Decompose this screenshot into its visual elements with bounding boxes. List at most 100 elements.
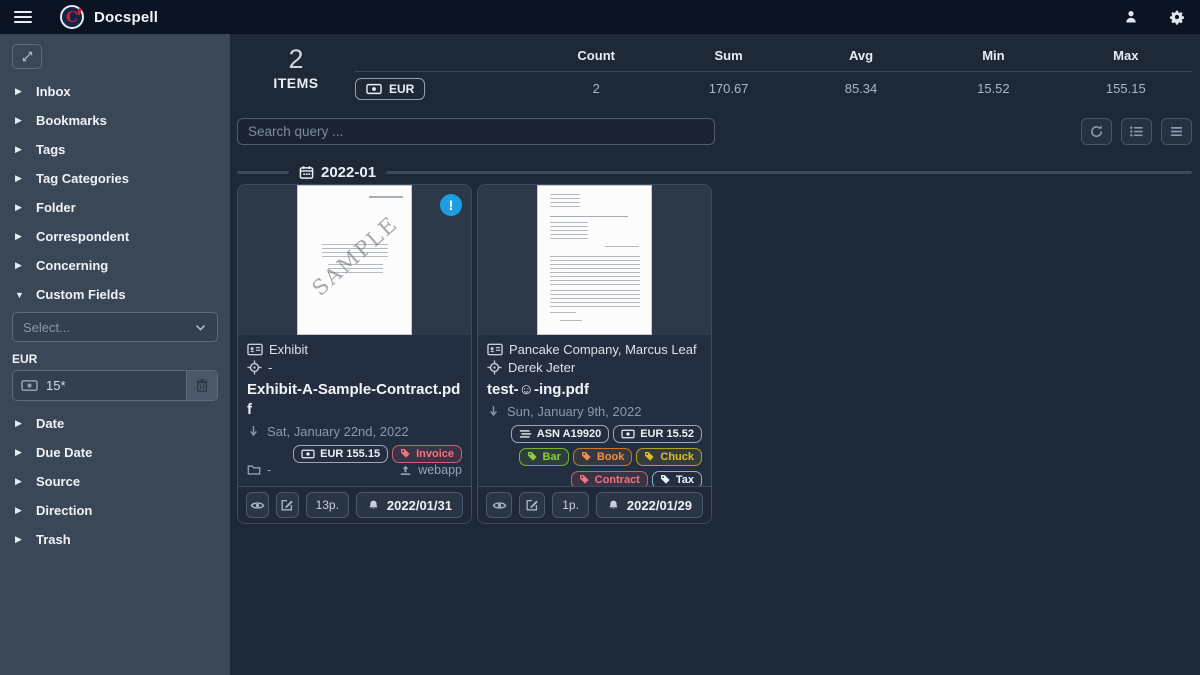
sidebar-item-inbox[interactable]: ▶ Inbox <box>15 84 71 99</box>
month-label: 2022-01 <box>321 163 377 181</box>
sidebar-item-tags[interactable]: ▶ Tags <box>15 142 66 157</box>
tag-icon <box>644 451 655 462</box>
item-count-label: ITEMS <box>273 75 319 92</box>
main-content: 2 ITEMS Count Sum Avg Min Max EUR 2 170.… <box>230 34 1200 675</box>
card-footer: 1p. 2022/01/29 <box>478 486 711 523</box>
asn-badge[interactable]: ASN A19920 <box>510 424 610 443</box>
trash-icon[interactable] <box>186 371 217 400</box>
custom-field-select[interactable]: Select... <box>12 312 218 342</box>
sidebar-item-correspondent[interactable]: ▶ Correspondent <box>15 229 130 244</box>
hamburger-menu-icon[interactable] <box>14 11 32 23</box>
document-thumbnail[interactable]: SAMPLE <box>238 185 471 335</box>
user-icon[interactable] <box>1123 9 1139 25</box>
asn-bars-icon <box>519 428 532 440</box>
sidebar-item-source[interactable]: ▶ Source <box>15 474 81 489</box>
stats-header-min: Min <box>927 42 1060 72</box>
stats-header-count: Count <box>530 42 663 72</box>
stats-table: Count Sum Avg Min Max EUR 2 170.67 85.34… <box>355 42 1192 100</box>
top-navbar: C Docspell <box>0 0 1200 34</box>
caret-right-icon: ▶ <box>15 260 22 270</box>
stats-value-min: 15.52 <box>977 81 1010 96</box>
currency-badge[interactable]: EUR 15.52 <box>613 424 702 443</box>
expand-icon[interactable] <box>12 44 42 69</box>
tag-badge-invoice[interactable]: Invoice <box>392 444 462 463</box>
correspondent-row[interactable]: Exhibit <box>247 342 462 357</box>
list-view-icon[interactable] <box>1121 118 1152 145</box>
tag-icon <box>660 474 671 485</box>
currency-chip[interactable]: EUR <box>355 78 426 100</box>
crosshair-icon <box>487 360 502 375</box>
caret-right-icon: ▶ <box>15 447 22 457</box>
due-date-badge[interactable]: 2022/01/31 <box>355 492 463 518</box>
month-divider: 2022-01 <box>237 162 1192 182</box>
sidebar-item-trash[interactable]: ▶ Trash <box>15 532 71 547</box>
tag-badge-chuck[interactable]: Chuck <box>636 447 702 466</box>
address-card-icon <box>487 342 503 357</box>
settings-gears-icon[interactable] <box>1169 9 1186 26</box>
folder-icon <box>247 463 261 477</box>
money-bill-icon <box>301 448 315 460</box>
concerning-row[interactable]: Derek Jeter <box>487 360 702 375</box>
stats-value-sum: 170.67 <box>708 81 749 96</box>
sidebar-item-direction[interactable]: ▶ Direction <box>15 503 93 518</box>
sidebar-item-concerning[interactable]: ▶ Concerning <box>15 258 109 273</box>
caret-down-icon: ▼ <box>15 289 24 300</box>
edit-icon[interactable] <box>519 492 546 518</box>
crosshair-icon <box>247 360 262 375</box>
tag-badge-book[interactable]: Book <box>572 447 633 466</box>
app-logo[interactable]: C <box>60 5 84 29</box>
item-date-row: Sat, January 22nd, 2022 <box>247 424 462 439</box>
tag-icon <box>581 451 592 462</box>
search-input[interactable] <box>237 118 715 145</box>
sample-watermark: SAMPLE <box>307 211 403 301</box>
item-title[interactable]: test-☺-ing.pdf <box>487 381 589 398</box>
stats-value-avg: 85.34 <box>844 81 878 96</box>
currency-badge[interactable]: EUR 155.15 <box>293 444 389 463</box>
item-date-row: Sun, January 9th, 2022 <box>487 404 702 419</box>
caret-right-icon: ▶ <box>15 173 22 183</box>
caret-right-icon: ▶ <box>15 86 22 96</box>
concerning-row[interactable]: - <box>247 360 462 375</box>
search-row <box>237 118 1192 145</box>
source-row: webapp <box>399 463 462 477</box>
app-title: Docspell <box>94 8 159 26</box>
item-cards: SAMPLE ! Exhibit - Exhibit-A-Sample-Cont… <box>237 184 1192 524</box>
eye-icon[interactable] <box>246 492 269 518</box>
sidebar-item-due-date[interactable]: ▶ Due Date <box>15 445 93 460</box>
select-placeholder: Select... <box>23 319 70 335</box>
chevron-down-icon <box>194 321 207 334</box>
sidebar-item-date[interactable]: ▶ Date <box>15 416 65 431</box>
item-title[interactable]: Exhibit-A-Sample-Contract.pdf <box>247 381 461 418</box>
caret-right-icon: ▶ <box>15 115 22 125</box>
sidebar-item-folder[interactable]: ▶ Folder <box>15 200 76 215</box>
eye-icon[interactable] <box>486 492 513 518</box>
sidebar-item-bookmarks[interactable]: ▶ Bookmarks <box>15 113 107 128</box>
bell-icon <box>367 499 380 512</box>
document-thumbnail[interactable] <box>478 185 711 335</box>
item-card: SAMPLE ! Exhibit - Exhibit-A-Sample-Cont… <box>237 184 472 524</box>
custom-field-value-input[interactable] <box>46 378 186 393</box>
item-card: Pancake Company, Marcus Leaf Derek Jeter… <box>477 184 712 524</box>
tag-badge-bar[interactable]: Bar <box>518 447 569 466</box>
menu-bars-icon[interactable] <box>1161 118 1192 145</box>
calendar-icon <box>299 164 314 180</box>
alert-exclamation-icon[interactable]: ! <box>440 194 462 216</box>
caret-right-icon: ▶ <box>15 418 22 428</box>
caret-right-icon: ▶ <box>15 505 22 515</box>
sidebar-item-tag-categories[interactable]: ▶ Tag Categories <box>15 171 129 186</box>
refresh-icon[interactable] <box>1081 118 1112 145</box>
caret-right-icon: ▶ <box>15 476 22 486</box>
page-count-badge: 13p. <box>305 492 349 518</box>
caret-right-icon: ▶ <box>15 231 22 241</box>
stats-header-max: Max <box>1059 42 1192 72</box>
due-date-badge[interactable]: 2022/01/29 <box>595 492 703 518</box>
upload-icon <box>399 464 412 477</box>
bell-icon <box>607 499 620 512</box>
folder-row[interactable]: - <box>247 463 271 477</box>
correspondent-row[interactable]: Pancake Company, Marcus Leaf <box>487 342 702 357</box>
money-bill-icon <box>621 428 635 440</box>
money-bill-icon <box>366 82 382 96</box>
stats-header-sum: Sum <box>662 42 795 72</box>
sidebar-item-custom-fields[interactable]: ▼ Custom Fields <box>15 287 126 302</box>
edit-icon[interactable] <box>275 492 299 518</box>
